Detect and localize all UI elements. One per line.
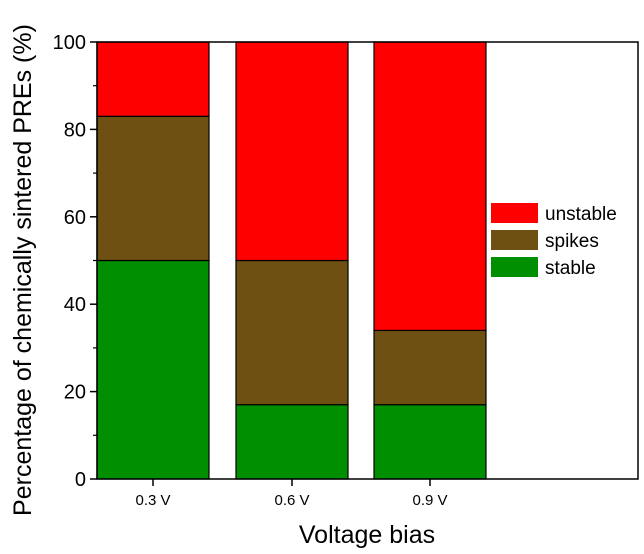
y-tick-label: 40: [64, 294, 86, 316]
bar-unstable-2: [235, 41, 349, 262]
legend-label-spikes: spikes: [545, 231, 599, 252]
x-axis-title: Voltage bias: [299, 521, 435, 549]
y-axis-title: Percentage of chemically sintered PREs (…: [9, 24, 37, 516]
bar-spikes-2: [235, 259, 349, 406]
y-tick-label: 20: [64, 382, 86, 404]
y-tick-label: 100: [53, 32, 86, 54]
y-tick-label: 60: [64, 207, 86, 229]
x-tick-label: 0.9 V: [412, 492, 447, 509]
legend-swatch-stable: [491, 257, 538, 277]
legend-label-unstable: unstable: [545, 204, 617, 225]
bar-unstable-3: [373, 41, 487, 332]
x-tick-label: 0.3 V: [135, 492, 170, 509]
bar-stable-3: [373, 404, 487, 480]
legend-swatch-spikes: [491, 230, 538, 250]
x-tick-label: 0.6 V: [274, 492, 309, 509]
bar-spikes-1: [96, 115, 210, 262]
bars-group: [96, 41, 487, 480]
legend-swatch-unstable: [491, 203, 538, 223]
legend: unstable spikes stable: [491, 203, 617, 279]
bar-spikes-3: [373, 329, 487, 406]
bar-stable-1: [96, 259, 210, 480]
bar-stable-2: [235, 404, 349, 480]
y-tick-label: 0: [75, 469, 86, 491]
legend-label-stable: stable: [545, 258, 596, 279]
bar-unstable-1: [96, 41, 210, 117]
y-axis: 0 20 40 60 80 100: [53, 32, 97, 491]
y-tick-label: 80: [64, 119, 86, 141]
x-axis: 0.3 V 0.6 V 0.9 V: [135, 479, 448, 509]
